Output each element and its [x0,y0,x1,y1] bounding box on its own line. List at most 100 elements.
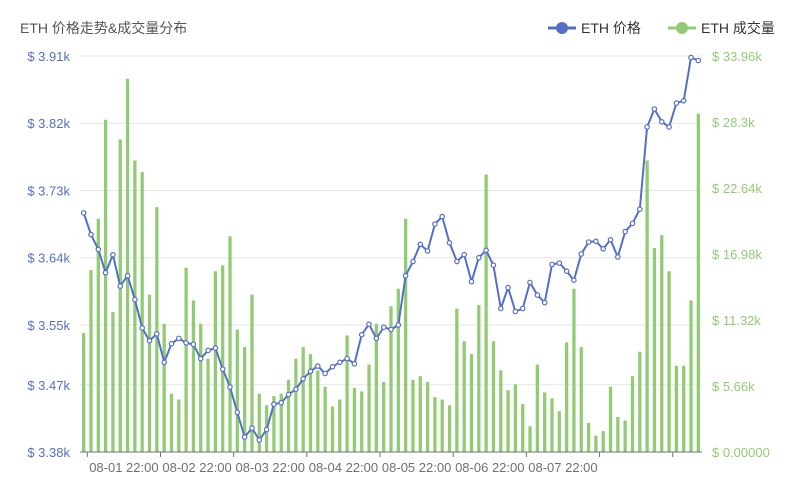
volume-bar [513,384,518,452]
price-point [461,251,468,258]
price-point [658,119,665,125]
volume-bar [543,392,547,452]
price-point [424,248,431,254]
volume-bar [374,323,379,452]
volume-bar [499,370,503,452]
price-point [497,305,504,312]
price-point [271,401,277,408]
volume-bar [338,399,342,452]
price-point [95,246,102,253]
price-point [490,262,497,269]
legend-item-price[interactable]: ETH 价格 [548,20,641,36]
x-tick-label: 08-06 22:00 [455,460,524,475]
price-point [227,384,233,390]
volume-bar [191,300,196,452]
price-point [263,426,270,433]
x-tick-label: 08-04 22:00 [309,460,378,475]
volume-bar [367,364,371,452]
legend[interactable]: ETH 价格 ETH 成交量 [548,20,775,36]
volume-bar [389,306,393,452]
volume-bar [243,347,247,452]
volume-bar [272,396,276,452]
price-point [234,409,241,416]
x-tick-label: 08-05 22:00 [382,460,451,475]
volume-bar [418,376,422,452]
volume-bar [645,160,649,452]
x-tick-label: 08-01 22:00 [89,460,158,475]
volume-bars [82,78,700,453]
price-point [88,231,94,238]
y-right-tick-label: $ 22.64k [712,181,762,196]
price-point [146,337,153,344]
price-point [410,258,416,265]
volume-bar [586,422,591,452]
volume-bar [630,376,635,452]
price-point [358,331,365,338]
y-right-tick-label: $ 0.00000 [712,445,770,460]
volume-bar [96,218,100,452]
x-tick-label: 08-02 22:00 [162,460,231,475]
y-axis-right: $ 0.00000 $ 5.66k $ 11.32k $ 16.98k $ 22.64k… [712,49,770,460]
volume-bar [652,247,657,452]
volume-bar [616,417,620,452]
price-point [468,278,475,285]
y-right-tick-label: $ 33.96k [712,49,762,64]
price-point [314,363,321,369]
volume-bar [623,420,627,452]
volume-bar [484,174,488,452]
volume-bar [279,393,283,452]
volume-bar [535,364,539,452]
volume-bar [221,265,225,452]
price-point [439,213,446,220]
volume-bar [250,294,254,452]
price-line [80,54,702,443]
legend-label-price: ETH 价格 [581,20,641,36]
price-point [344,355,350,362]
y-right-tick-label: $ 16.98k [712,247,762,262]
price-point [541,299,548,306]
price-point [614,254,621,260]
price-point [578,251,585,257]
price-point [278,399,285,406]
volume-bar [477,305,481,452]
price-point [329,363,336,370]
y-left-tick-label: $ 3.91k [27,49,70,64]
price-point [622,228,629,235]
volume-bar [257,393,261,452]
price-point [636,206,643,213]
price-point [168,340,175,347]
volume-bar [169,393,174,452]
volume-bar [228,236,232,452]
volume-bar [557,411,561,452]
volume-bar [594,435,598,452]
price-point [680,98,687,104]
price-point [197,355,204,362]
volume-bar [696,113,700,452]
y-left-tick-label: $ 3.38k [27,445,70,460]
volume-bar [462,341,466,452]
volume-bar [550,398,554,452]
volume-bar [455,308,459,452]
volume-bar [601,431,605,452]
volume-bar [177,399,181,452]
volume-bar [213,271,218,452]
price-point [483,247,489,254]
volume-bar [330,406,335,452]
price-point [600,246,607,252]
price-point [190,341,197,348]
volume-bar [206,358,210,452]
price-point [593,238,599,245]
volume-bar [199,323,203,452]
legend-item-volume[interactable]: ETH 成交量 [668,20,775,36]
volume-bar [447,405,452,452]
price-point [651,106,658,112]
price-point [219,366,226,372]
volume-bar [155,207,159,452]
x-tick-label: 08-03 22:00 [236,460,305,475]
volume-bar [667,271,671,452]
price-point [124,272,131,279]
price-point [336,359,343,366]
price-point [475,254,482,261]
volume-bar [440,399,444,452]
price-point [556,260,563,266]
